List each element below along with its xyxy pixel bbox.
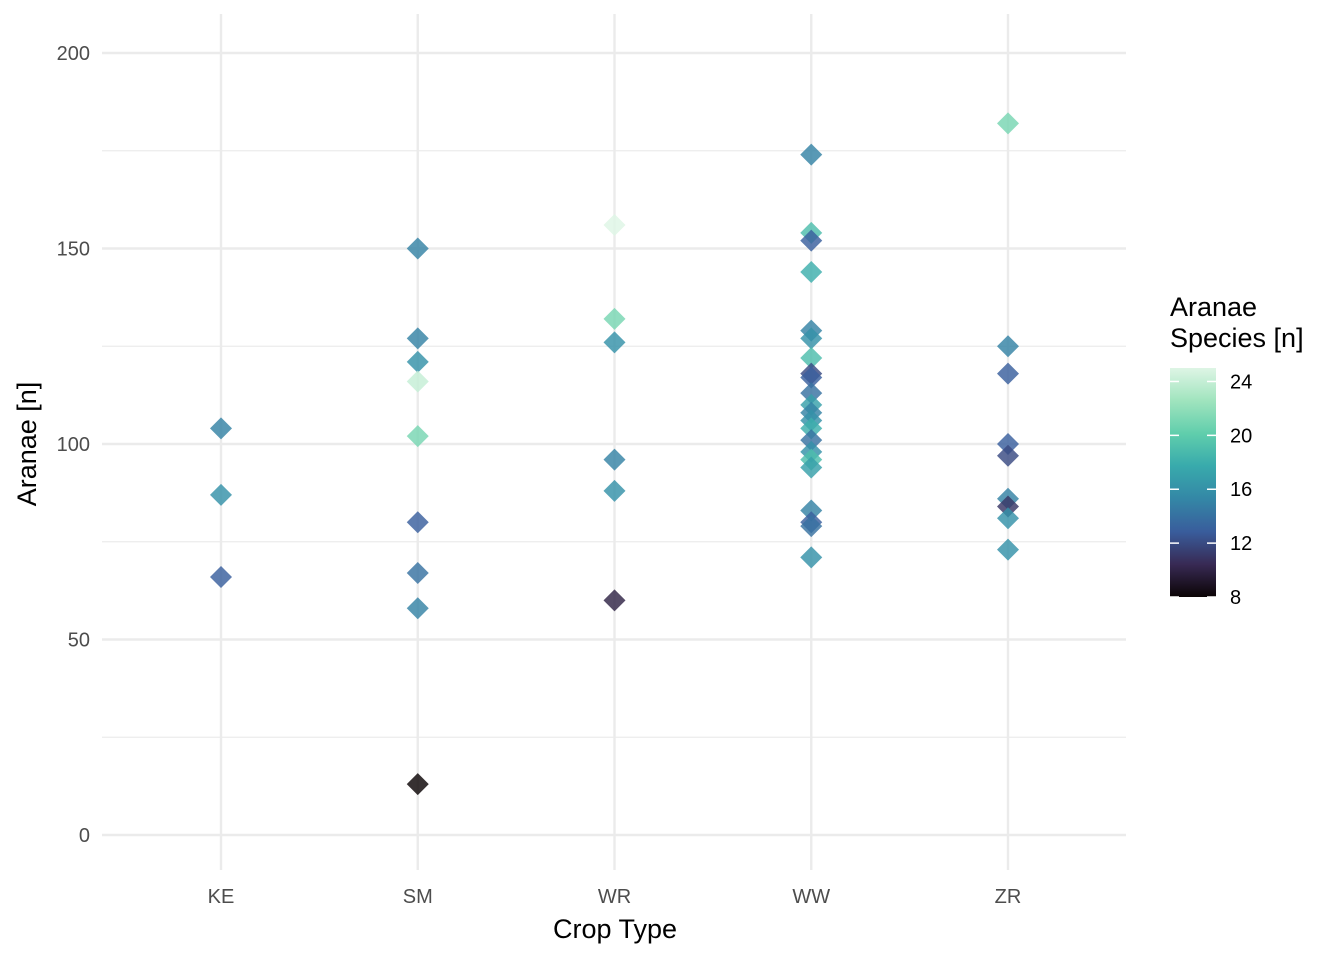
data-point: [603, 214, 626, 237]
y-tick-label: 0: [79, 825, 90, 847]
data-point: [406, 511, 429, 534]
y-tick-label: 200: [57, 43, 90, 65]
colorbar-tick-label: 16: [1230, 479, 1252, 501]
data-point: [800, 366, 823, 389]
data-point: [997, 495, 1019, 518]
data-point: [800, 260, 823, 283]
x-axis-tick-labels: KE SM WR WW ZR: [208, 886, 1022, 908]
data-point: [603, 331, 626, 354]
y-tick-label: 100: [57, 434, 90, 456]
data-point: [406, 425, 429, 448]
colorbar-tick-label: 8: [1230, 587, 1241, 609]
colorbar: [1170, 368, 1216, 597]
legend-title-line-1: Aranae: [1170, 292, 1257, 322]
data-point: [800, 515, 823, 538]
data-point: [406, 237, 429, 260]
data-point: [800, 382, 823, 405]
x-tick-label: WR: [598, 886, 631, 908]
data-point: [406, 327, 429, 350]
data-point: [800, 429, 823, 452]
legend-title-line-2: Species [n]: [1170, 323, 1304, 353]
data-point: [406, 350, 429, 373]
data-point: [800, 143, 823, 166]
data-point: [997, 112, 1019, 135]
colorbar-tick-label: 24: [1230, 371, 1252, 393]
data-point: [800, 546, 823, 569]
x-tick-label: KE: [208, 886, 235, 908]
data-point: [210, 565, 232, 588]
data-point: [603, 307, 626, 330]
data-point: [210, 417, 232, 440]
y-tick-label: 50: [68, 630, 90, 652]
data-point: [997, 507, 1019, 530]
data-point: [406, 562, 429, 585]
colorbar-tick-label: 12: [1230, 533, 1252, 555]
y-axis-title: Aranae [n]: [12, 382, 42, 507]
colorbar-tick-label: 20: [1230, 425, 1252, 447]
data-point: [997, 433, 1019, 455]
data-point: [800, 499, 823, 522]
major-gridlines: [102, 14, 1126, 870]
data-point: [603, 479, 626, 502]
data-point: [406, 597, 429, 620]
data-point: [997, 362, 1019, 385]
colorbar-ticks: 8 12 16 20 24: [1170, 371, 1252, 609]
data-point: [800, 327, 823, 350]
x-tick-label: WW: [792, 886, 830, 908]
data-point: [800, 456, 823, 479]
data-point: [800, 417, 823, 440]
data-point: [603, 589, 626, 612]
data-point: [800, 229, 823, 252]
y-axis-tick-labels: 0 50 100 150 200: [57, 43, 90, 847]
data-point: [997, 538, 1019, 561]
data-point: [997, 335, 1019, 358]
y-tick-label: 150: [57, 239, 90, 261]
data-point: [406, 370, 429, 393]
data-point: [997, 444, 1019, 467]
data-point: [800, 346, 823, 369]
x-tick-label: SM: [403, 886, 433, 908]
colorbar-legend: Aranae Species [n] 8 12 16 20 24: [1170, 292, 1304, 609]
x-axis-title: Crop Type: [553, 914, 677, 944]
data-point: [603, 448, 626, 471]
data-point: [406, 773, 429, 796]
data-points: [210, 112, 1019, 796]
x-tick-label: ZR: [995, 886, 1022, 908]
data-point: [210, 483, 232, 506]
